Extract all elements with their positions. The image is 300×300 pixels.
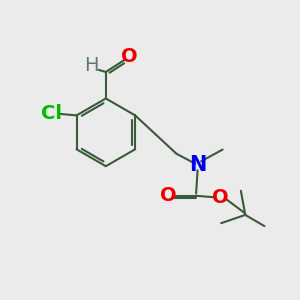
Text: N: N: [189, 155, 206, 175]
Text: Cl: Cl: [41, 103, 62, 122]
Text: H: H: [84, 56, 98, 75]
Text: O: O: [122, 46, 138, 66]
Text: O: O: [160, 186, 176, 205]
Text: O: O: [212, 188, 229, 207]
